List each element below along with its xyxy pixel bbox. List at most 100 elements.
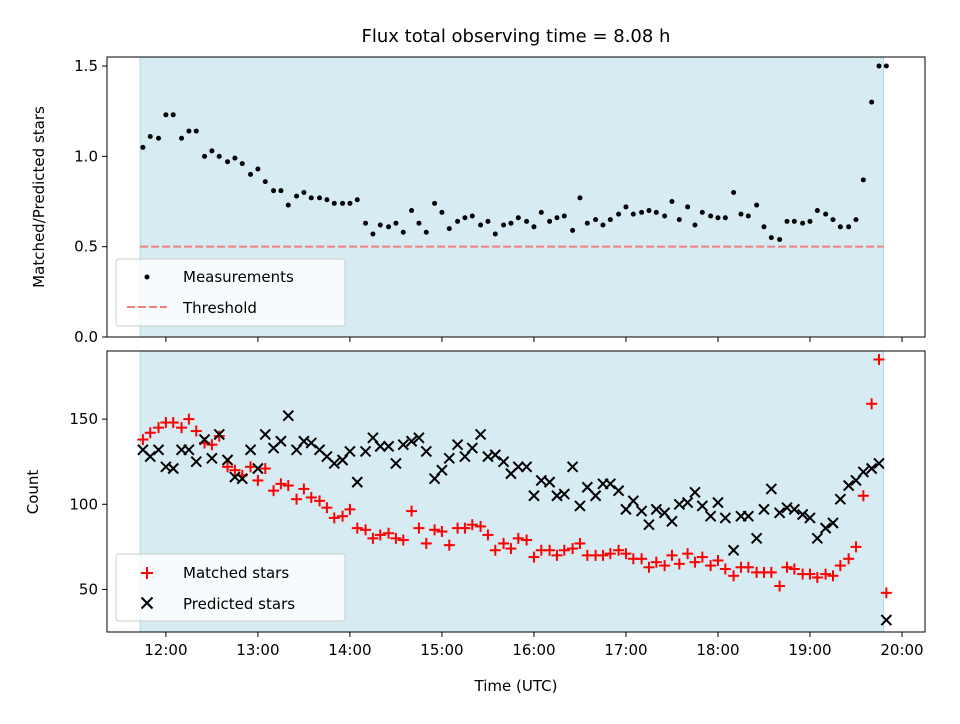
bottom-legend-box (115, 553, 346, 622)
predicted-stars-point (382, 440, 395, 453)
matched-stars-point (429, 524, 441, 536)
legend-marker-matched-stars (141, 567, 153, 579)
matched-stars-point (643, 561, 655, 573)
predicted-stars-point (696, 500, 709, 512)
x-tick-label: 13:00 (236, 641, 279, 659)
x-tick-label: 20:00 (880, 641, 923, 659)
measurements-point (699, 209, 705, 215)
matched-stars-point (620, 548, 632, 560)
measurements-point (393, 220, 399, 226)
predicted-stars-point (574, 500, 586, 512)
predicted-stars-point (635, 505, 648, 517)
measurements-point (416, 220, 422, 226)
matched-stars-point (604, 548, 616, 560)
measurements-point (432, 200, 438, 206)
matched-stars-point (413, 522, 425, 534)
matched-stars-point (383, 527, 395, 539)
matched-stars-point (351, 522, 363, 534)
x-tick-label: 17:00 (604, 641, 647, 659)
measurements-point (692, 222, 698, 228)
matched-stars-point (374, 529, 386, 541)
matched-stars-point (788, 563, 800, 575)
measurements-point (708, 213, 714, 219)
measurements-point (347, 200, 353, 206)
measurements-point (607, 217, 613, 223)
matched-stars-point (337, 510, 349, 522)
predicted-stars-point (390, 457, 402, 470)
measurements-point (777, 236, 783, 242)
predicted-stars-point (190, 455, 202, 468)
matched-stars-point (774, 580, 786, 592)
matched-stars-point (558, 544, 570, 556)
predicted-stars-point (405, 435, 418, 447)
matched-stars-point (613, 544, 625, 556)
matched-stars-point (298, 483, 310, 495)
measurements-point (239, 161, 245, 167)
matched-stars-point (597, 549, 609, 561)
top-legend: Measurements Threshold (115, 258, 346, 327)
x-tick-label: 14:00 (328, 641, 371, 659)
measurements-point (584, 220, 590, 226)
matched-stars-point (406, 505, 418, 517)
bottom-series-layer (137, 354, 893, 626)
predicted-stars-point (558, 488, 571, 500)
top-y-axis-label: Matched/Predicted stars (30, 106, 48, 288)
matched-stars-point (843, 553, 855, 565)
measurements-point (676, 217, 682, 223)
measurements-point (745, 213, 751, 219)
predicted-stars-point (213, 428, 225, 441)
matched-stars-point (305, 491, 317, 503)
measurements-point (570, 227, 576, 233)
measurements-point (600, 222, 606, 228)
matched-stars-point (397, 534, 409, 546)
matched-stars-point (252, 474, 264, 486)
matched-stars-point (528, 551, 540, 563)
legend-label-predicted-stars: Predicted stars (183, 595, 295, 613)
measurements-point (340, 200, 346, 206)
bottom-legend: Matched stars Predicted stars (115, 553, 346, 622)
matched-stars-point (521, 534, 533, 546)
measurements-point (147, 133, 153, 139)
legend-label-matched-stars: Matched stars (183, 564, 289, 582)
predicted-stars-point (627, 495, 640, 507)
measurements-point (561, 213, 567, 219)
predicted-stars-point (834, 493, 847, 505)
matched-stars-point (268, 485, 280, 497)
measurements-point (478, 222, 484, 228)
measurements-point (554, 215, 560, 221)
matched-stars-point (282, 480, 294, 492)
predicted-stars-point (221, 454, 234, 466)
predicted-stars-point (436, 464, 448, 476)
measurements-point (784, 218, 790, 224)
predicted-stars-point (543, 476, 556, 488)
measurements-point (807, 218, 813, 224)
bottom-y-axis-label: Count (24, 470, 42, 515)
measurements-point (547, 218, 553, 224)
measurements-point (308, 195, 314, 201)
matched-stars-point (650, 556, 662, 568)
measurements-point (860, 177, 866, 183)
measurements-point (623, 204, 629, 210)
matched-stars-point (512, 532, 524, 544)
matched-stars-point (866, 398, 878, 410)
matched-stars-point (190, 425, 202, 437)
matched-stars-point (489, 544, 501, 556)
predicted-stars-point (259, 428, 271, 441)
predicted-stars-point (873, 457, 885, 470)
predicted-stars-point (804, 512, 816, 524)
matched-stars-point (475, 520, 487, 532)
measurements-point (731, 189, 737, 195)
measurements-point (225, 159, 231, 165)
predicted-stars-point (520, 461, 533, 473)
measurements-point (163, 112, 169, 118)
matched-stars-point (765, 566, 777, 578)
predicted-stars-point (865, 462, 878, 475)
measurements-point (423, 229, 429, 235)
matched-stars-point (705, 560, 717, 572)
predicted-stars-point (244, 444, 257, 456)
predicted-stars-point (497, 455, 510, 468)
predicted-stars-point (758, 503, 770, 516)
predicted-stars-point (167, 462, 179, 475)
matched-stars-point (321, 502, 333, 514)
